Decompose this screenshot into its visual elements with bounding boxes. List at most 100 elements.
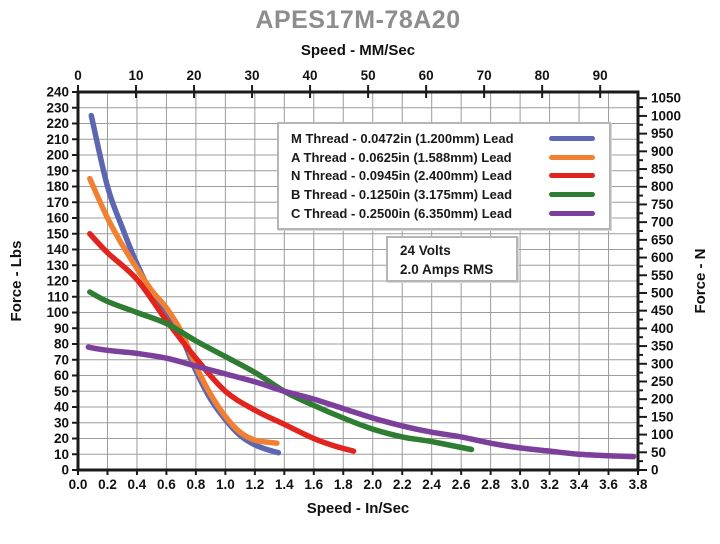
annotation-box: 24 Volts 2.0 Amps RMS	[386, 236, 518, 282]
svg-text:250: 250	[651, 374, 674, 389]
svg-text:900: 900	[651, 144, 674, 159]
svg-text:850: 850	[651, 162, 674, 177]
legend-label: M Thread - 0.0472in (1.200mm) Lead	[291, 130, 514, 146]
svg-text:1.0: 1.0	[216, 477, 235, 492]
legend-label: B Thread - 0.1250in (3.175mm) Lead	[291, 187, 513, 203]
svg-text:20: 20	[187, 68, 202, 83]
svg-text:1000: 1000	[651, 108, 681, 123]
legend: M Thread - 0.0472in (1.200mm) Lead A Thr…	[277, 122, 611, 230]
svg-text:40: 40	[303, 68, 318, 83]
svg-text:2.6: 2.6	[452, 477, 471, 492]
svg-text:150: 150	[46, 226, 69, 241]
svg-text:2.0: 2.0	[363, 477, 382, 492]
legend-swatch-b-thread	[549, 192, 595, 198]
svg-text:100: 100	[651, 427, 674, 442]
svg-text:150: 150	[651, 409, 674, 424]
legend-swatch-n-thread	[549, 173, 595, 179]
legend-swatch-m-thread	[549, 135, 595, 141]
svg-text:0.0: 0.0	[69, 477, 88, 492]
svg-text:190: 190	[46, 163, 69, 178]
legend-swatch-c-thread	[549, 211, 595, 217]
svg-text:2.2: 2.2	[393, 477, 412, 492]
svg-text:40: 40	[54, 400, 69, 415]
svg-text:1.6: 1.6	[304, 477, 323, 492]
svg-text:60: 60	[419, 68, 434, 83]
legend-label: C Thread - 0.2500in (6.350mm) Lead	[291, 206, 513, 222]
legend-label: N Thread - 0.0945in (2.400mm) Lead	[291, 168, 513, 184]
svg-text:550: 550	[651, 268, 674, 283]
svg-text:400: 400	[651, 321, 674, 336]
svg-text:600: 600	[651, 250, 674, 265]
svg-text:200: 200	[46, 148, 69, 163]
svg-text:700: 700	[651, 215, 674, 230]
svg-text:1050: 1050	[651, 91, 681, 106]
svg-text:10: 10	[54, 447, 69, 462]
svg-text:0.6: 0.6	[157, 477, 176, 492]
svg-text:70: 70	[477, 68, 492, 83]
svg-text:80: 80	[535, 68, 550, 83]
svg-text:240: 240	[46, 85, 69, 100]
svg-text:800: 800	[651, 179, 674, 194]
svg-text:20: 20	[54, 431, 69, 446]
svg-text:3.0: 3.0	[511, 477, 530, 492]
legend-swatch-a-thread	[549, 154, 595, 160]
right-axis-label: Force - N	[692, 248, 709, 314]
svg-text:130: 130	[46, 258, 69, 273]
svg-text:0: 0	[651, 463, 659, 478]
svg-text:220: 220	[46, 116, 69, 131]
svg-text:1.4: 1.4	[275, 477, 294, 492]
svg-text:50: 50	[54, 384, 69, 399]
svg-text:30: 30	[54, 415, 69, 430]
svg-text:0.4: 0.4	[128, 477, 147, 492]
svg-text:1.2: 1.2	[245, 477, 264, 492]
legend-item: C Thread - 0.2500in (6.350mm) Lead	[291, 204, 595, 223]
svg-text:30: 30	[245, 68, 260, 83]
curve-b-thread	[87, 289, 475, 453]
svg-text:300: 300	[651, 356, 674, 371]
chart-title: APES17M-78A20	[255, 6, 461, 34]
svg-text:180: 180	[46, 179, 69, 194]
svg-text:120: 120	[46, 274, 69, 289]
bottom-axis-label: Speed - In/Sec	[306, 500, 410, 517]
svg-text:0.2: 0.2	[98, 477, 117, 492]
svg-text:100: 100	[46, 305, 69, 320]
curve-m-thread	[88, 112, 282, 456]
svg-text:500: 500	[651, 285, 674, 300]
svg-text:950: 950	[651, 126, 674, 141]
legend-item: A Thread - 0.0625in (1.588mm) Lead	[291, 148, 595, 167]
svg-text:0.8: 0.8	[187, 477, 206, 492]
svg-text:3.2: 3.2	[540, 477, 559, 492]
annotation-volts: 24 Volts	[400, 243, 451, 258]
legend-item: M Thread - 0.0472in (1.200mm) Lead	[291, 129, 595, 148]
legend-label: A Thread - 0.0625in (1.588mm) Lead	[291, 149, 512, 165]
svg-text:110: 110	[47, 289, 69, 304]
svg-text:450: 450	[651, 303, 674, 318]
left-axis-label: Force - Lbs	[8, 240, 25, 322]
svg-text:230: 230	[46, 100, 69, 115]
curve-n-thread	[87, 231, 357, 454]
legend-item: B Thread - 0.1250in (3.175mm) Lead	[291, 185, 595, 204]
svg-text:210: 210	[46, 132, 69, 147]
svg-text:140: 140	[46, 242, 69, 257]
svg-text:650: 650	[651, 232, 674, 247]
svg-text:90: 90	[54, 321, 69, 336]
curve-c-thread	[85, 344, 637, 460]
svg-text:70: 70	[54, 352, 69, 367]
svg-text:750: 750	[651, 197, 674, 212]
svg-text:2.8: 2.8	[481, 477, 500, 492]
svg-text:80: 80	[54, 337, 69, 352]
svg-text:50: 50	[651, 445, 666, 460]
top-axis-label: Speed - MM/Sec	[300, 42, 416, 59]
legend-item: N Thread - 0.0945in (2.400mm) Lead	[291, 167, 595, 186]
svg-text:350: 350	[651, 339, 674, 354]
svg-text:0: 0	[61, 463, 69, 478]
svg-text:90: 90	[593, 68, 608, 83]
svg-text:200: 200	[651, 392, 674, 407]
annotation-amps: 2.0 Amps RMS	[400, 262, 494, 277]
svg-text:60: 60	[54, 368, 69, 383]
svg-text:2.4: 2.4	[422, 477, 441, 492]
svg-text:3.6: 3.6	[599, 477, 618, 492]
svg-text:50: 50	[361, 68, 376, 83]
